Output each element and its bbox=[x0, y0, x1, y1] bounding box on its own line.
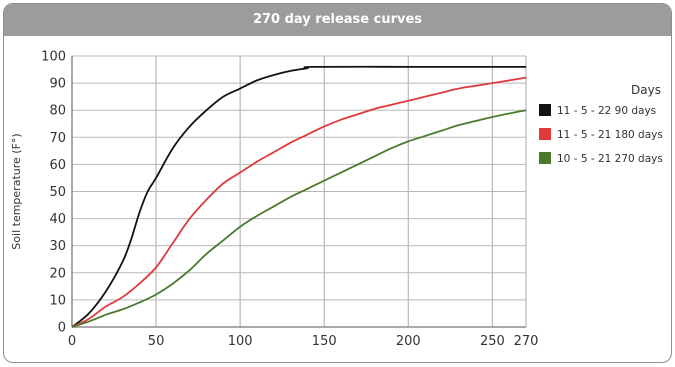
y-tick-label: 90 bbox=[49, 77, 66, 92]
x-tick-label: 0 bbox=[68, 334, 76, 349]
y-tick-label: 30 bbox=[49, 239, 66, 254]
series-line-3 bbox=[71, 109, 527, 328]
legend-title: Days bbox=[631, 83, 661, 97]
legend-label-1: 11 - 5 - 22 90 days bbox=[557, 105, 656, 117]
legend-label-3: 10 - 5 - 21 270 days bbox=[557, 153, 663, 165]
chart-title: 270 day release curves bbox=[4, 4, 671, 36]
series-line-1 bbox=[71, 65, 526, 328]
chart-svg: 0 10 20 30 40 50 60 70 80 90 100 0 50 100 150 200 250 270… bbox=[10, 50, 663, 350]
series-line-2 bbox=[71, 76, 527, 328]
y-axis-label: Soil temperature (F°) bbox=[10, 133, 23, 249]
chart-frame: 270 day release curves 0 10 20 30 40 50 60 70 80… bbox=[3, 3, 672, 363]
y-tick-label: 40 bbox=[49, 212, 66, 227]
x-tick-label: 250 bbox=[480, 334, 505, 349]
y-tick-label: 100 bbox=[41, 50, 66, 65]
y-tick-label: 20 bbox=[49, 266, 66, 281]
x-tick-label: 200 bbox=[396, 334, 421, 349]
y-tick-label: 60 bbox=[49, 158, 66, 173]
y-tick-label: 0 bbox=[58, 321, 66, 336]
x-tick-label: 100 bbox=[228, 334, 253, 349]
y-tick-label: 10 bbox=[49, 293, 66, 308]
legend-label-2: 11 - 5 - 21 180 days bbox=[557, 129, 663, 141]
y-tick-label: 70 bbox=[49, 131, 66, 146]
y-tick-label: 80 bbox=[49, 104, 66, 119]
x-tick-label: 50 bbox=[148, 334, 165, 349]
x-tick-label: 150 bbox=[312, 334, 337, 349]
legend-swatch-3 bbox=[539, 152, 551, 164]
legend-swatch-1 bbox=[539, 104, 551, 116]
y-tick-label: 50 bbox=[49, 185, 66, 200]
x-tick-label: 270 bbox=[514, 334, 539, 349]
legend-swatch-2 bbox=[539, 128, 551, 140]
